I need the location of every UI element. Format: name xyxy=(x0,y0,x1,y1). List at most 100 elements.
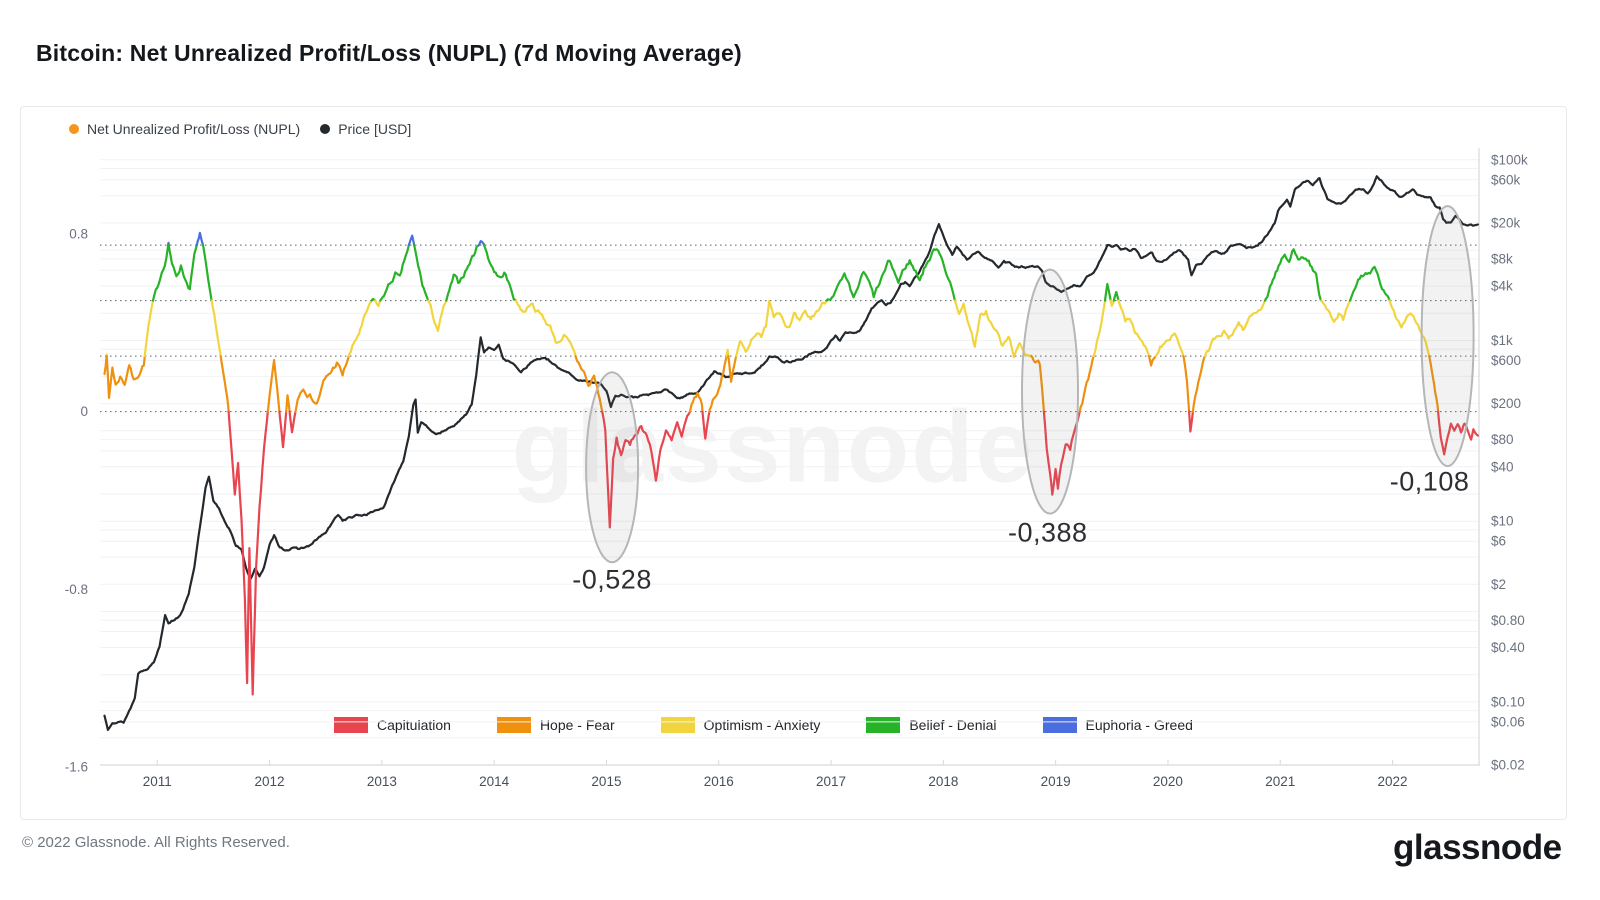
optimism-anxiety-swatch-icon xyxy=(660,717,695,733)
zone-legend-item-capitulation: Capitulation xyxy=(334,717,451,733)
glassnode-logo[interactable]: glassnode xyxy=(1393,828,1562,867)
y-right-tick-label: $80 xyxy=(1491,432,1514,447)
y-left-tick-label: -0.8 xyxy=(65,582,88,597)
nupl-series-segment xyxy=(288,410,297,434)
y-right-tick-label: $8k xyxy=(1491,251,1513,266)
y-right-tick-label: $0.02 xyxy=(1491,758,1525,773)
nupl-series-segment xyxy=(1428,355,1440,413)
nupl-series-segment xyxy=(1263,248,1323,302)
nupl-series-segment xyxy=(1437,410,1479,456)
nupl-series-segment xyxy=(701,410,711,440)
hope-fear-swatch-icon xyxy=(496,717,531,733)
nupl-series-segment xyxy=(347,299,373,358)
nupl-series-segment xyxy=(1154,332,1185,358)
x-tick-label: 2013 xyxy=(367,774,397,789)
y-right-tick-label: $10 xyxy=(1491,514,1514,529)
nupl-series-segment xyxy=(1092,299,1107,358)
capitulation-swatch-icon xyxy=(334,717,368,733)
y-left-tick-label: 0 xyxy=(80,404,88,419)
x-tick-label: 2020 xyxy=(1153,774,1183,789)
y-right-tick-label: $4k xyxy=(1491,279,1513,294)
y-right-tick-label: $0.10 xyxy=(1491,694,1525,709)
series-legend: Net Unrealized Profit/Loss (NUPL) Price … xyxy=(69,121,411,137)
x-tick-label: 2022 xyxy=(1378,774,1408,789)
glassnode-watermark: glassnode xyxy=(511,389,1035,504)
zone-legend-item-optimism-anxiety: Optimism - Anxiety xyxy=(660,717,820,733)
x-tick-label: 2016 xyxy=(704,774,734,789)
nupl-series-segment xyxy=(483,244,517,302)
nupl-series-segment xyxy=(1030,355,1045,413)
nupl-series-segment xyxy=(413,244,430,302)
nupl-series-segment xyxy=(143,299,155,358)
nupl-series-segment xyxy=(688,391,704,413)
nupl-series-segment xyxy=(151,244,170,302)
legend-item-nupl[interactable]: Net Unrealized Profit/Loss (NUPL) xyxy=(69,121,300,137)
nupl-series-segment xyxy=(1188,410,1194,433)
y-left-tick-label: 0.8 xyxy=(69,226,88,241)
copyright-text: © 2022 Glassnode. All Rights Reserved. xyxy=(22,834,290,851)
nupl-series-segment xyxy=(601,410,692,529)
nupl-series-segment xyxy=(1320,299,1352,323)
y-right-tick-label: $100k xyxy=(1491,152,1528,167)
highlight-ellipse xyxy=(1021,268,1079,515)
nupl-series-segment xyxy=(407,234,416,247)
annotation-label-2018-low: -0,388 xyxy=(1008,517,1088,548)
nupl-series-segment xyxy=(1117,299,1150,358)
nupl-series-segment xyxy=(825,248,957,302)
x-tick-label: 2012 xyxy=(255,774,285,789)
zone-label: Euphoria - Greed xyxy=(1085,717,1193,733)
nupl-series-segment xyxy=(574,355,604,413)
y-right-tick-label: $1k xyxy=(1491,333,1513,348)
nupl-series-segment xyxy=(1042,410,1081,496)
annotation-label-2022-low: -0,108 xyxy=(1389,466,1470,497)
nupl-series-segment xyxy=(953,299,1015,358)
nupl-series-segment xyxy=(219,355,230,413)
zone-legend-item-euphoria-greed: Euphoria - Greed xyxy=(1042,717,1193,733)
nupl-series-segment xyxy=(227,410,269,696)
y-right-tick-label: $6 xyxy=(1491,534,1506,549)
nupl-series-segment xyxy=(294,355,350,413)
x-tick-label: 2019 xyxy=(1041,774,1071,789)
page-title: Bitcoin: Net Unrealized Profit/Loss (NUP… xyxy=(36,40,742,66)
nupl-series-segment xyxy=(1078,355,1095,413)
y-right-tick-label: $200 xyxy=(1491,396,1521,411)
nupl-series-segment xyxy=(266,358,281,413)
y-right-tick-label: $2 xyxy=(1491,577,1506,592)
nupl-series-segment xyxy=(735,299,828,358)
nupl-series-segment xyxy=(278,410,288,449)
y-left-tick-label: -1.6 xyxy=(65,759,88,774)
legend-item-price[interactable]: Price [USD] xyxy=(320,121,411,137)
y-right-tick-label: $0.40 xyxy=(1491,640,1525,655)
nupl-series-segment xyxy=(727,355,738,383)
x-tick-label: 2018 xyxy=(928,774,958,789)
zone-label: Capitulation xyxy=(377,717,451,733)
nupl-series-segment xyxy=(210,299,222,358)
nupl-series-segment xyxy=(725,348,730,358)
nupl-series-segment xyxy=(167,244,198,291)
euphoria-greed-swatch-icon xyxy=(1042,717,1077,733)
nupl-series-segment xyxy=(1348,265,1391,302)
x-tick-label: 2015 xyxy=(591,774,621,789)
nupl-series-segment xyxy=(374,299,382,308)
zone-legend: Capitulation Hope - Fear Optimism - Anxi… xyxy=(334,717,1193,733)
x-tick-label: 2021 xyxy=(1265,774,1295,789)
y-right-tick-label: $40 xyxy=(1491,459,1514,474)
nupl-series-segment xyxy=(708,355,728,413)
zone-label: Hope - Fear xyxy=(539,717,615,733)
nupl-series-segment xyxy=(445,244,480,302)
x-tick-label: 2017 xyxy=(816,774,846,789)
highlight-ellipse xyxy=(585,371,640,564)
x-tick-label: 2011 xyxy=(143,774,172,789)
y-right-tick-label: $0.80 xyxy=(1491,613,1525,628)
nupl-series-segment xyxy=(1203,299,1267,358)
x-tick-label: 2014 xyxy=(479,774,510,789)
price-series-path xyxy=(103,175,1479,731)
nupl-series-segment xyxy=(195,231,205,247)
nupl-series-segment xyxy=(1112,290,1120,302)
highlight-ellipse xyxy=(1420,205,1475,468)
belief-denial-swatch-icon xyxy=(866,717,901,733)
zone-legend-item-belief-denial: Belief - Denial xyxy=(866,717,997,733)
price-legend-dot-icon xyxy=(320,124,331,134)
